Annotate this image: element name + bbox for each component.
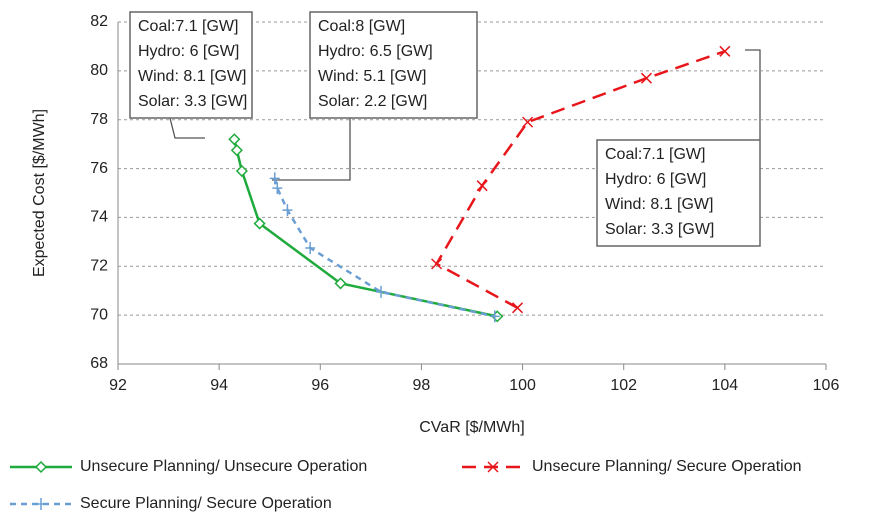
legend-label: Unsecure Planning/ Unsecure Operation <box>80 458 367 475</box>
marker <box>305 241 316 254</box>
legend-marker <box>36 498 46 510</box>
annotation-box <box>309 11 478 119</box>
x-tick-label: 96 <box>311 377 329 394</box>
x-axis-label: CVaR [$/MWh] <box>419 419 525 436</box>
legend-marker <box>487 461 499 473</box>
x-tick-label: 104 <box>712 377 739 394</box>
leader-line <box>745 49 761 140</box>
y-tick-label: 72 <box>90 258 108 275</box>
marker <box>269 172 280 185</box>
annotation-text: Solar: 3.3 [GW] <box>138 93 247 110</box>
y-tick-label: 76 <box>90 160 108 177</box>
x-tick-label: 100 <box>509 377 536 394</box>
marker <box>228 133 241 146</box>
marker <box>253 217 266 230</box>
y-tick-label: 68 <box>90 355 108 372</box>
series-line <box>434 50 726 309</box>
x-tick-label: 98 <box>413 377 431 394</box>
annotation-text: Wind: 8.1 [GW] <box>605 196 713 213</box>
leader-line <box>169 117 205 139</box>
annotation-text: Wind: 5.1 [GW] <box>318 68 426 85</box>
annotation-text: Hydro: 6 [GW] <box>138 43 239 60</box>
y-tick-label: 78 <box>90 111 108 128</box>
annotation-text: Solar: 2.2 [GW] <box>318 93 427 110</box>
x-tick-label: 92 <box>109 377 127 394</box>
marker <box>235 164 248 178</box>
y-axis-label: Expected Cost [$/MWh] <box>31 109 48 277</box>
marker <box>375 285 386 298</box>
marker <box>230 144 243 157</box>
legend-label: Secure Planning/ Secure Operation <box>80 495 332 512</box>
annotation-text: Hydro: 6.5 [GW] <box>318 43 433 60</box>
annotation-text: Wind: 8.1 [GW] <box>138 68 246 85</box>
marker <box>640 72 653 84</box>
series-line <box>273 178 496 318</box>
x-tick-label: 106 <box>813 377 840 394</box>
annotation-box <box>596 139 761 247</box>
marker <box>476 180 488 192</box>
x-tick-label: 94 <box>210 377 228 394</box>
marker <box>431 258 443 270</box>
marker <box>282 204 293 217</box>
marker <box>272 182 283 195</box>
annotation-text: Coal:8 [GW] <box>318 18 405 35</box>
annotation-text: Coal:7.1 [GW] <box>605 146 705 163</box>
y-tick-label: 74 <box>90 209 108 226</box>
marker <box>334 277 347 290</box>
y-tick-label: 80 <box>90 62 108 79</box>
y-tick-label: 70 <box>90 306 108 323</box>
x-tick-label: 102 <box>610 377 637 394</box>
legend-marker <box>34 460 48 474</box>
y-tick-label: 82 <box>90 13 108 30</box>
legend-label: Unsecure Planning/ Secure Operation <box>532 458 802 475</box>
marker <box>489 310 500 323</box>
marker <box>719 45 731 57</box>
marker <box>511 302 524 314</box>
leader-line <box>272 118 351 181</box>
annotation-text: Coal:7.1 [GW] <box>138 18 238 35</box>
annotation-text: Solar: 3.3 [GW] <box>605 221 714 238</box>
annotation-text: Hydro: 6 [GW] <box>605 171 706 188</box>
annotation-box <box>129 11 253 119</box>
marker <box>522 116 534 128</box>
